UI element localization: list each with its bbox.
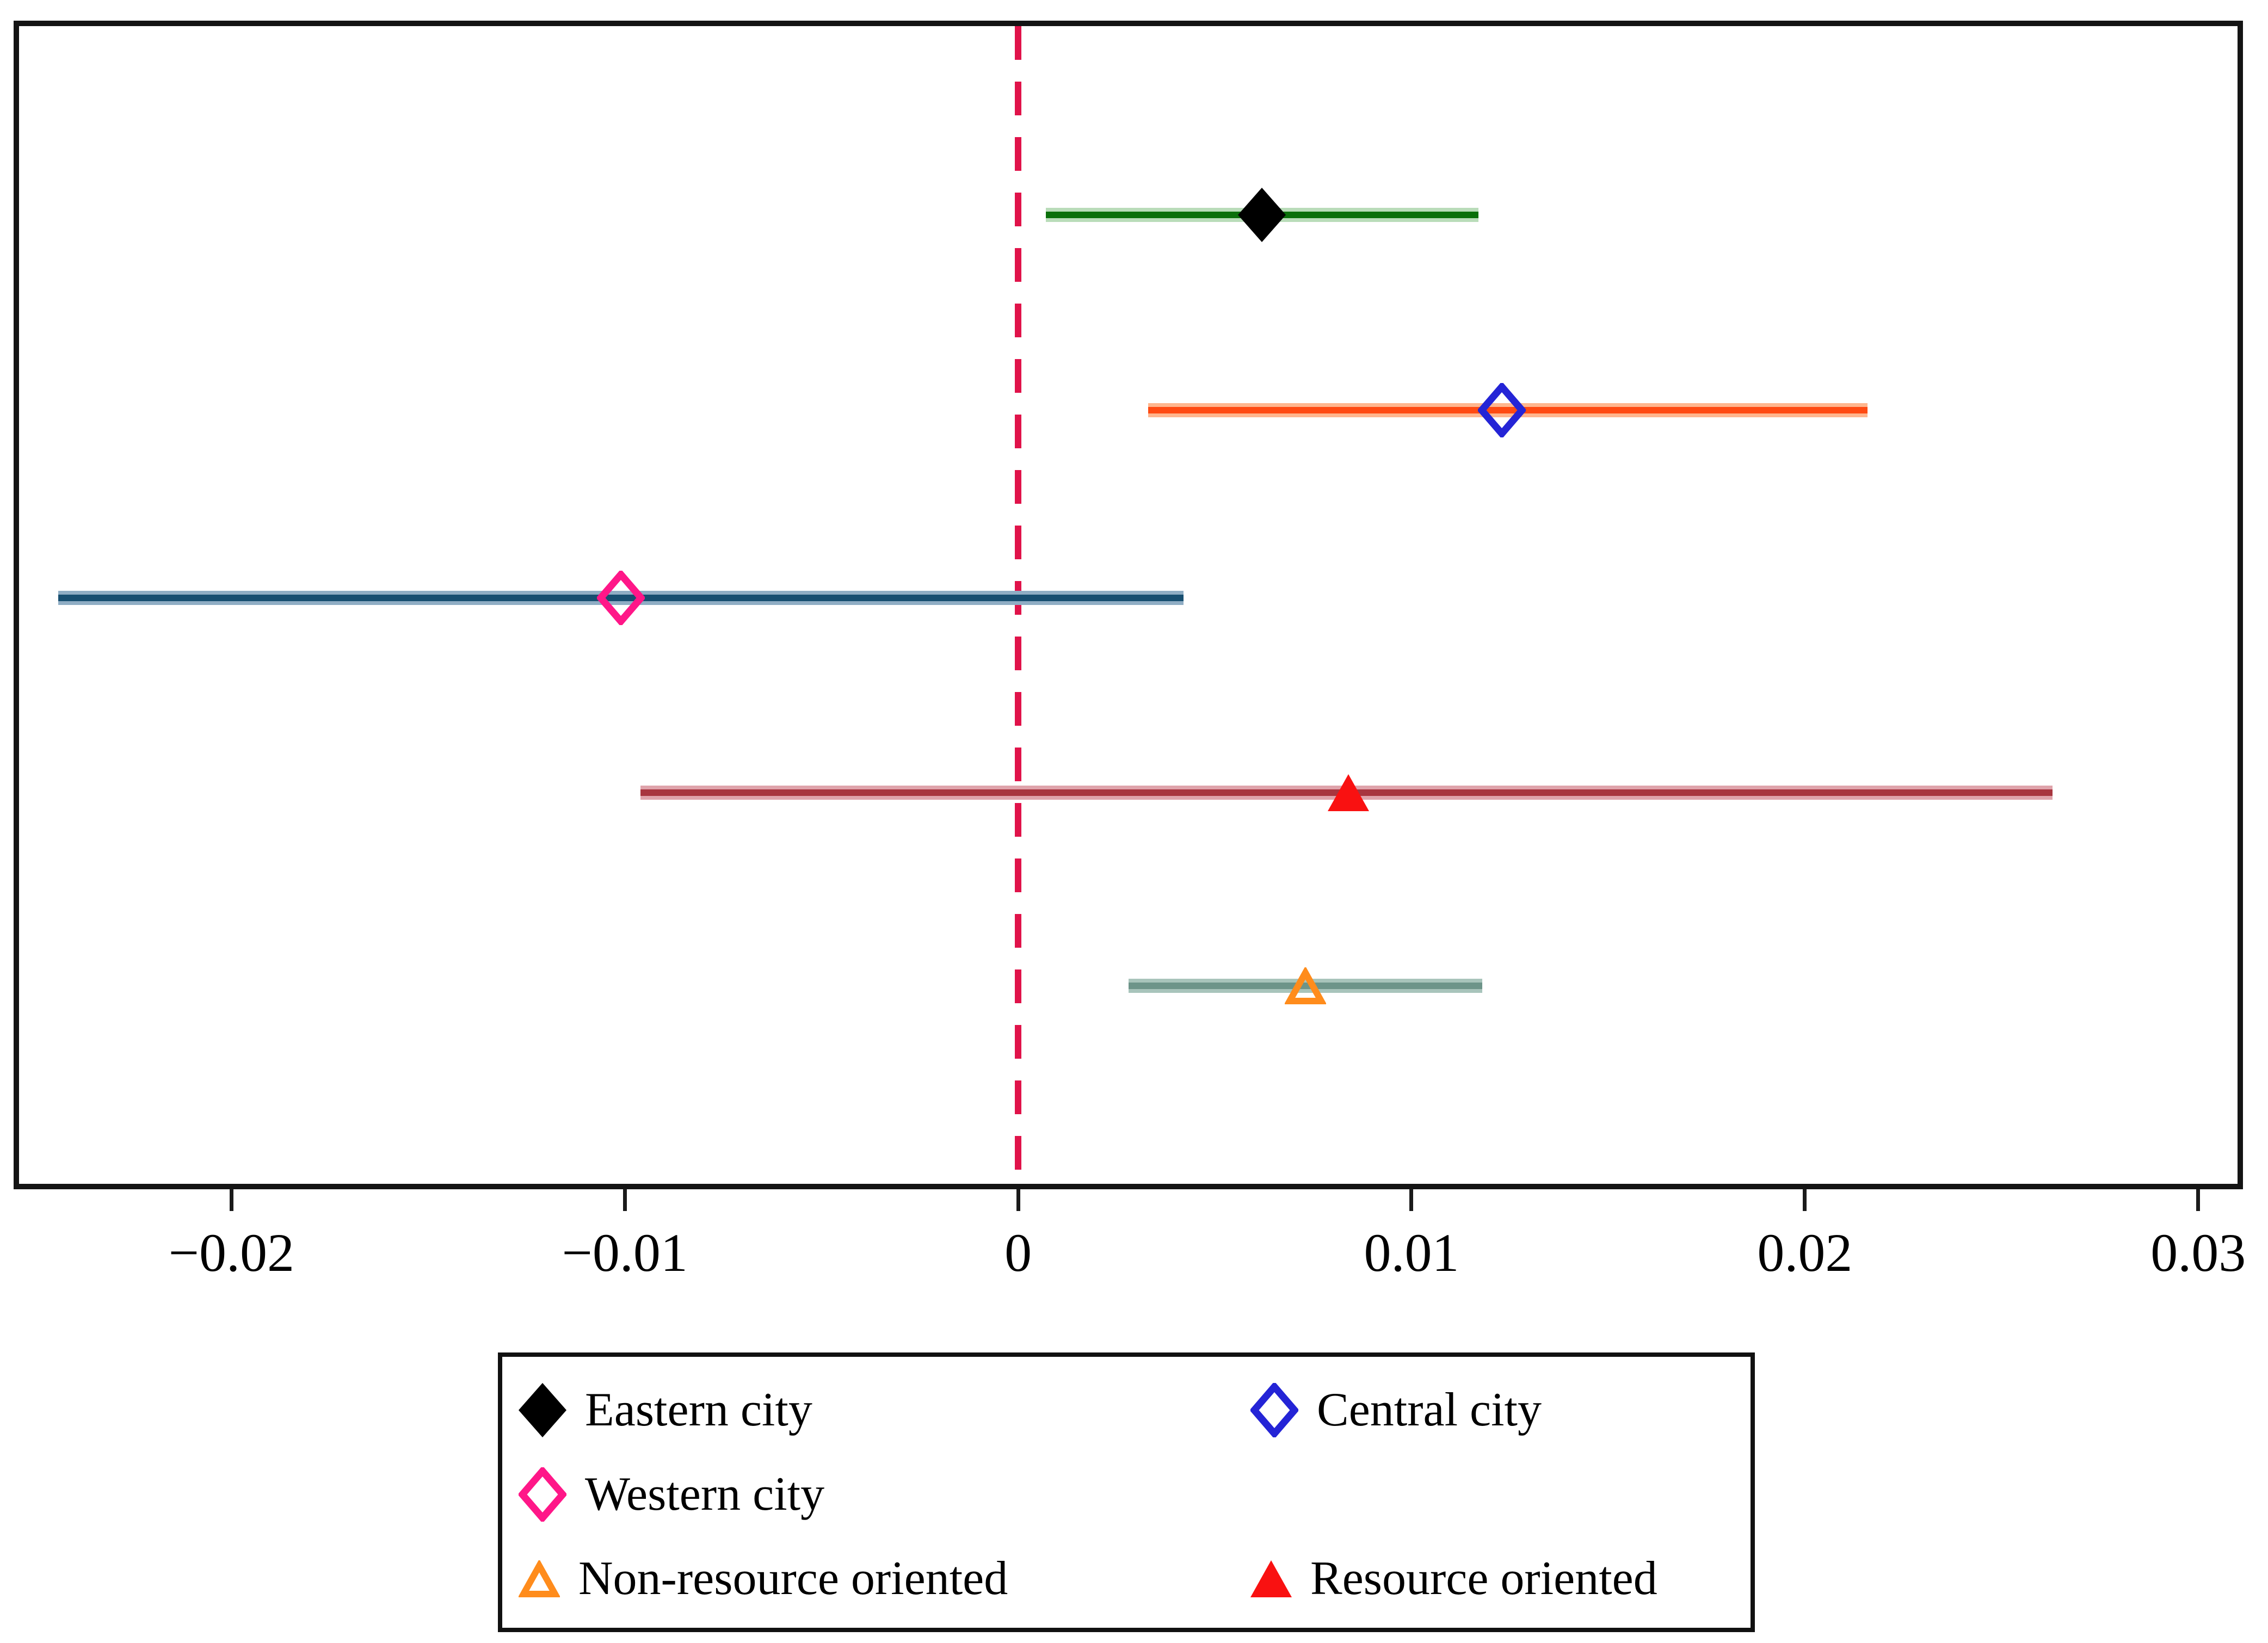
x-tick-label: 0.03: [2150, 1222, 2246, 1283]
open-triangle-icon: [519, 1560, 560, 1597]
legend-label: Central city: [1317, 1383, 1542, 1436]
x-tick-mark: [1803, 1189, 1807, 1211]
x-tick-mark: [1409, 1189, 1414, 1211]
point-estimate-marker-4: [1284, 966, 1327, 1007]
point-estimate-marker-2: [596, 569, 646, 628]
x-tick-mark: [229, 1189, 233, 1211]
x-tick-mark: [623, 1189, 627, 1211]
legend-box: Eastern city Central city Western city N…: [498, 1352, 1755, 1632]
open-diamond-icon: [1250, 1383, 1298, 1437]
plot-area: [14, 21, 2243, 1189]
filled-triangle-icon: [1250, 1560, 1292, 1597]
legend-item-western-city: Western city: [519, 1467, 1250, 1522]
x-tick-mark: [1016, 1189, 1020, 1211]
x-tick-label: 0: [1004, 1222, 1032, 1283]
x-tick-label: 0.01: [1364, 1222, 1459, 1283]
legend-label: Western city: [585, 1468, 825, 1521]
point-estimate-marker-0: [1238, 187, 1286, 245]
ci-line-1: [1148, 407, 1868, 414]
point-estimate-marker-3: [1328, 774, 1370, 814]
x-tick-label: 0.02: [1757, 1222, 1853, 1283]
legend-item-resource-oriented: Resource oriented: [1250, 1555, 1751, 1603]
x-tick-label: −0.02: [168, 1222, 295, 1283]
ci-line-2: [58, 595, 1184, 602]
legend-label: Resource oriented: [1310, 1552, 1657, 1605]
point-estimate-marker-1: [1477, 381, 1527, 440]
x-tick-label: −0.01: [562, 1222, 688, 1283]
plot-inner: [19, 26, 2238, 1184]
legend-label: Non-resource oriented: [578, 1552, 1008, 1605]
legend-item-central-city: Central city: [1250, 1383, 1751, 1437]
x-axis: −0.02 −0.01 0 0.01 0.02 0.03: [19, 1189, 2246, 1352]
legend-item-eastern-city: Eastern city: [519, 1383, 1250, 1437]
legend-label: Eastern city: [585, 1383, 812, 1436]
legend-item-non-resource-oriented: Non-resource oriented: [519, 1555, 1250, 1603]
filled-diamond-icon: [519, 1383, 566, 1437]
open-diamond-icon: [519, 1467, 566, 1522]
ci-line-4: [1128, 983, 1483, 990]
x-tick-mark: [2196, 1189, 2201, 1211]
